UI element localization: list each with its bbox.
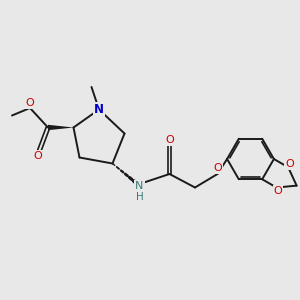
- Text: O: O: [33, 151, 42, 161]
- Polygon shape: [48, 125, 74, 130]
- Text: O: O: [285, 159, 294, 169]
- Text: O: O: [165, 135, 174, 145]
- Text: O: O: [274, 185, 282, 196]
- Text: H: H: [136, 192, 143, 202]
- Text: O: O: [214, 163, 223, 173]
- Text: N: N: [135, 181, 144, 191]
- Text: O: O: [26, 98, 34, 109]
- Text: N: N: [94, 103, 104, 116]
